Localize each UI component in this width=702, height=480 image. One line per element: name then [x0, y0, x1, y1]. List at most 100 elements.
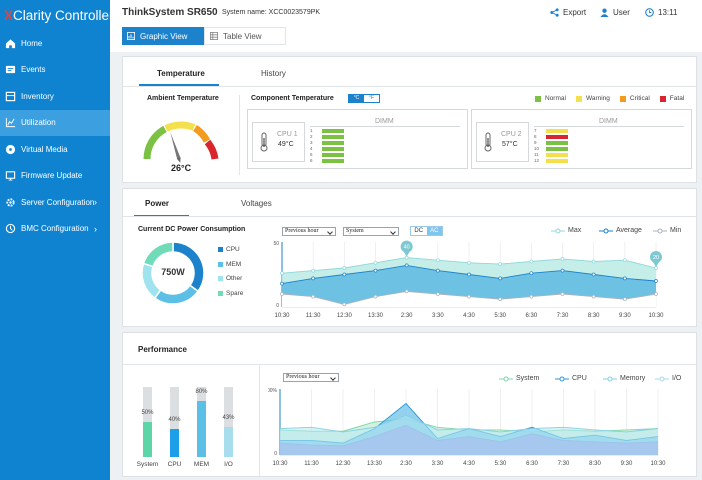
dimm-slot[interactable]	[322, 153, 344, 157]
data-point[interactable]	[622, 297, 627, 302]
data-point[interactable]	[435, 258, 440, 263]
sidebar-item-bmc-configuration[interactable]: BMC Configuration ›	[0, 216, 110, 243]
series-line-memory	[279, 414, 659, 433]
data-point[interactable]	[529, 259, 534, 264]
data-point[interactable]	[373, 268, 378, 273]
data-point[interactable]	[280, 281, 284, 286]
data-point[interactable]	[435, 292, 440, 296]
marker-pin[interactable]	[400, 240, 413, 253]
utilization-label: CPU	[167, 461, 182, 468]
legend-label: Other	[226, 275, 243, 282]
data-point[interactable]	[404, 289, 409, 294]
data-point[interactable]	[280, 292, 284, 296]
legend-swatch	[218, 290, 223, 296]
data-point[interactable]	[311, 268, 316, 273]
data-point[interactable]	[498, 297, 503, 302]
data-point[interactable]	[467, 294, 471, 299]
data-point[interactable]	[622, 258, 627, 263]
data-point[interactable]	[560, 257, 565, 261]
sidebar-item-inventory[interactable]: Inventory	[0, 83, 110, 110]
data-point[interactable]	[311, 294, 316, 299]
cpu-tile[interactable]: CPU 1 49°C	[252, 122, 305, 162]
dc-button[interactable]: DC	[411, 227, 427, 235]
data-point[interactable]	[560, 292, 565, 296]
dimm-slot[interactable]	[546, 159, 568, 163]
data-point[interactable]	[591, 272, 596, 277]
gauge-needle	[170, 132, 181, 163]
data-point[interactable]	[591, 294, 596, 299]
data-point[interactable]	[404, 263, 409, 268]
data-point[interactable]	[311, 276, 316, 281]
data-point[interactable]	[280, 271, 284, 276]
dimm-slot[interactable]	[546, 147, 568, 151]
x-tick-label: 10:30	[274, 313, 290, 319]
dimm-divider	[310, 126, 460, 127]
tab-table-label: Table View	[223, 31, 262, 41]
data-point[interactable]	[467, 272, 471, 277]
data-point[interactable]	[373, 260, 378, 265]
sidebar-item-label: Inventory	[21, 91, 54, 101]
sidebar-item-utilization[interactable]: Utilization	[0, 109, 110, 136]
legend-label: CPU	[226, 246, 240, 253]
dimm-slot[interactable]	[546, 153, 568, 157]
data-point[interactable]	[342, 302, 347, 307]
data-point[interactable]	[373, 294, 378, 299]
tab-graphic-view[interactable]: Graphic View	[122, 27, 204, 45]
utilization-bar-system[interactable]	[143, 422, 152, 457]
data-point[interactable]	[498, 262, 503, 266]
legend-label: Fatal	[669, 95, 685, 102]
sidebar-item-server-configuration[interactable]: Server Configuration ›	[0, 189, 110, 216]
dimm-slot[interactable]	[322, 147, 344, 151]
utilization-bar-mem[interactable]	[197, 401, 206, 457]
data-point[interactable]	[654, 292, 658, 296]
dimm-slot[interactable]	[322, 159, 344, 163]
data-point[interactable]	[498, 276, 503, 281]
utilization-bar-io[interactable]	[224, 426, 233, 457]
tab-temperature[interactable]: Temperature	[157, 69, 205, 78]
user-button[interactable]: User	[600, 8, 630, 17]
data-point[interactable]	[342, 266, 347, 270]
utilization-bar-cpu[interactable]	[170, 429, 179, 457]
data-point[interactable]	[591, 259, 596, 264]
donut-slice-spare[interactable]	[142, 241, 174, 268]
export-button[interactable]: Export	[550, 8, 586, 17]
tab-history[interactable]: History	[261, 69, 286, 78]
data-point[interactable]	[342, 272, 347, 277]
dimm-slot[interactable]	[546, 135, 568, 139]
dimm-slot[interactable]	[546, 141, 568, 145]
marker-pin[interactable]	[650, 251, 662, 263]
dimm-slot[interactable]	[546, 129, 568, 133]
cpu-box: CPU 2 57°C DIMM 7 8 9 10 11 12	[471, 109, 692, 169]
cpu-tile[interactable]: CPU 2 57°C	[476, 122, 529, 162]
user-icon	[600, 8, 609, 17]
dc-ac-toggle: DC AC	[410, 226, 443, 236]
data-point[interactable]	[435, 268, 440, 273]
tab-voltages[interactable]: Voltages	[241, 199, 272, 208]
app-logo[interactable]: X Clarity Controller	[0, 0, 114, 30]
dimm-slot[interactable]	[322, 135, 344, 139]
sidebar-item-label: Utilization	[21, 118, 56, 128]
unit-fahrenheit-button[interactable]: °F	[364, 95, 379, 102]
power-source-select[interactable]: System	[343, 227, 399, 236]
data-point[interactable]	[467, 260, 471, 265]
utilization-label: I/O	[224, 461, 233, 468]
tab-table-view[interactable]: Table View	[204, 27, 286, 45]
dimm-slot[interactable]	[322, 129, 344, 133]
power-range-select[interactable]: Previous hour	[282, 227, 336, 236]
sidebar-item-firmware-update[interactable]: Firmware Update	[0, 163, 110, 190]
ac-button[interactable]: AC	[426, 227, 442, 235]
data-point[interactable]	[529, 294, 534, 299]
tab-power[interactable]: Power	[145, 199, 170, 208]
dimm-slot[interactable]	[322, 141, 344, 145]
utilization-pct: 50%	[141, 410, 154, 416]
data-point[interactable]	[560, 268, 565, 273]
donut-slice-mem[interactable]	[153, 284, 200, 305]
sidebar-item-virtual-media[interactable]: Virtual Media	[0, 136, 110, 163]
data-point[interactable]	[529, 271, 534, 276]
sidebar-item-home[interactable]: Home	[0, 30, 110, 57]
data-point[interactable]	[622, 276, 627, 281]
data-point[interactable]	[654, 279, 658, 283]
unit-celsius-button[interactable]: °C	[349, 95, 364, 102]
sidebar-item-events[interactable]: Events	[0, 57, 110, 84]
performance-range-select[interactable]: Previous hour	[283, 373, 339, 382]
